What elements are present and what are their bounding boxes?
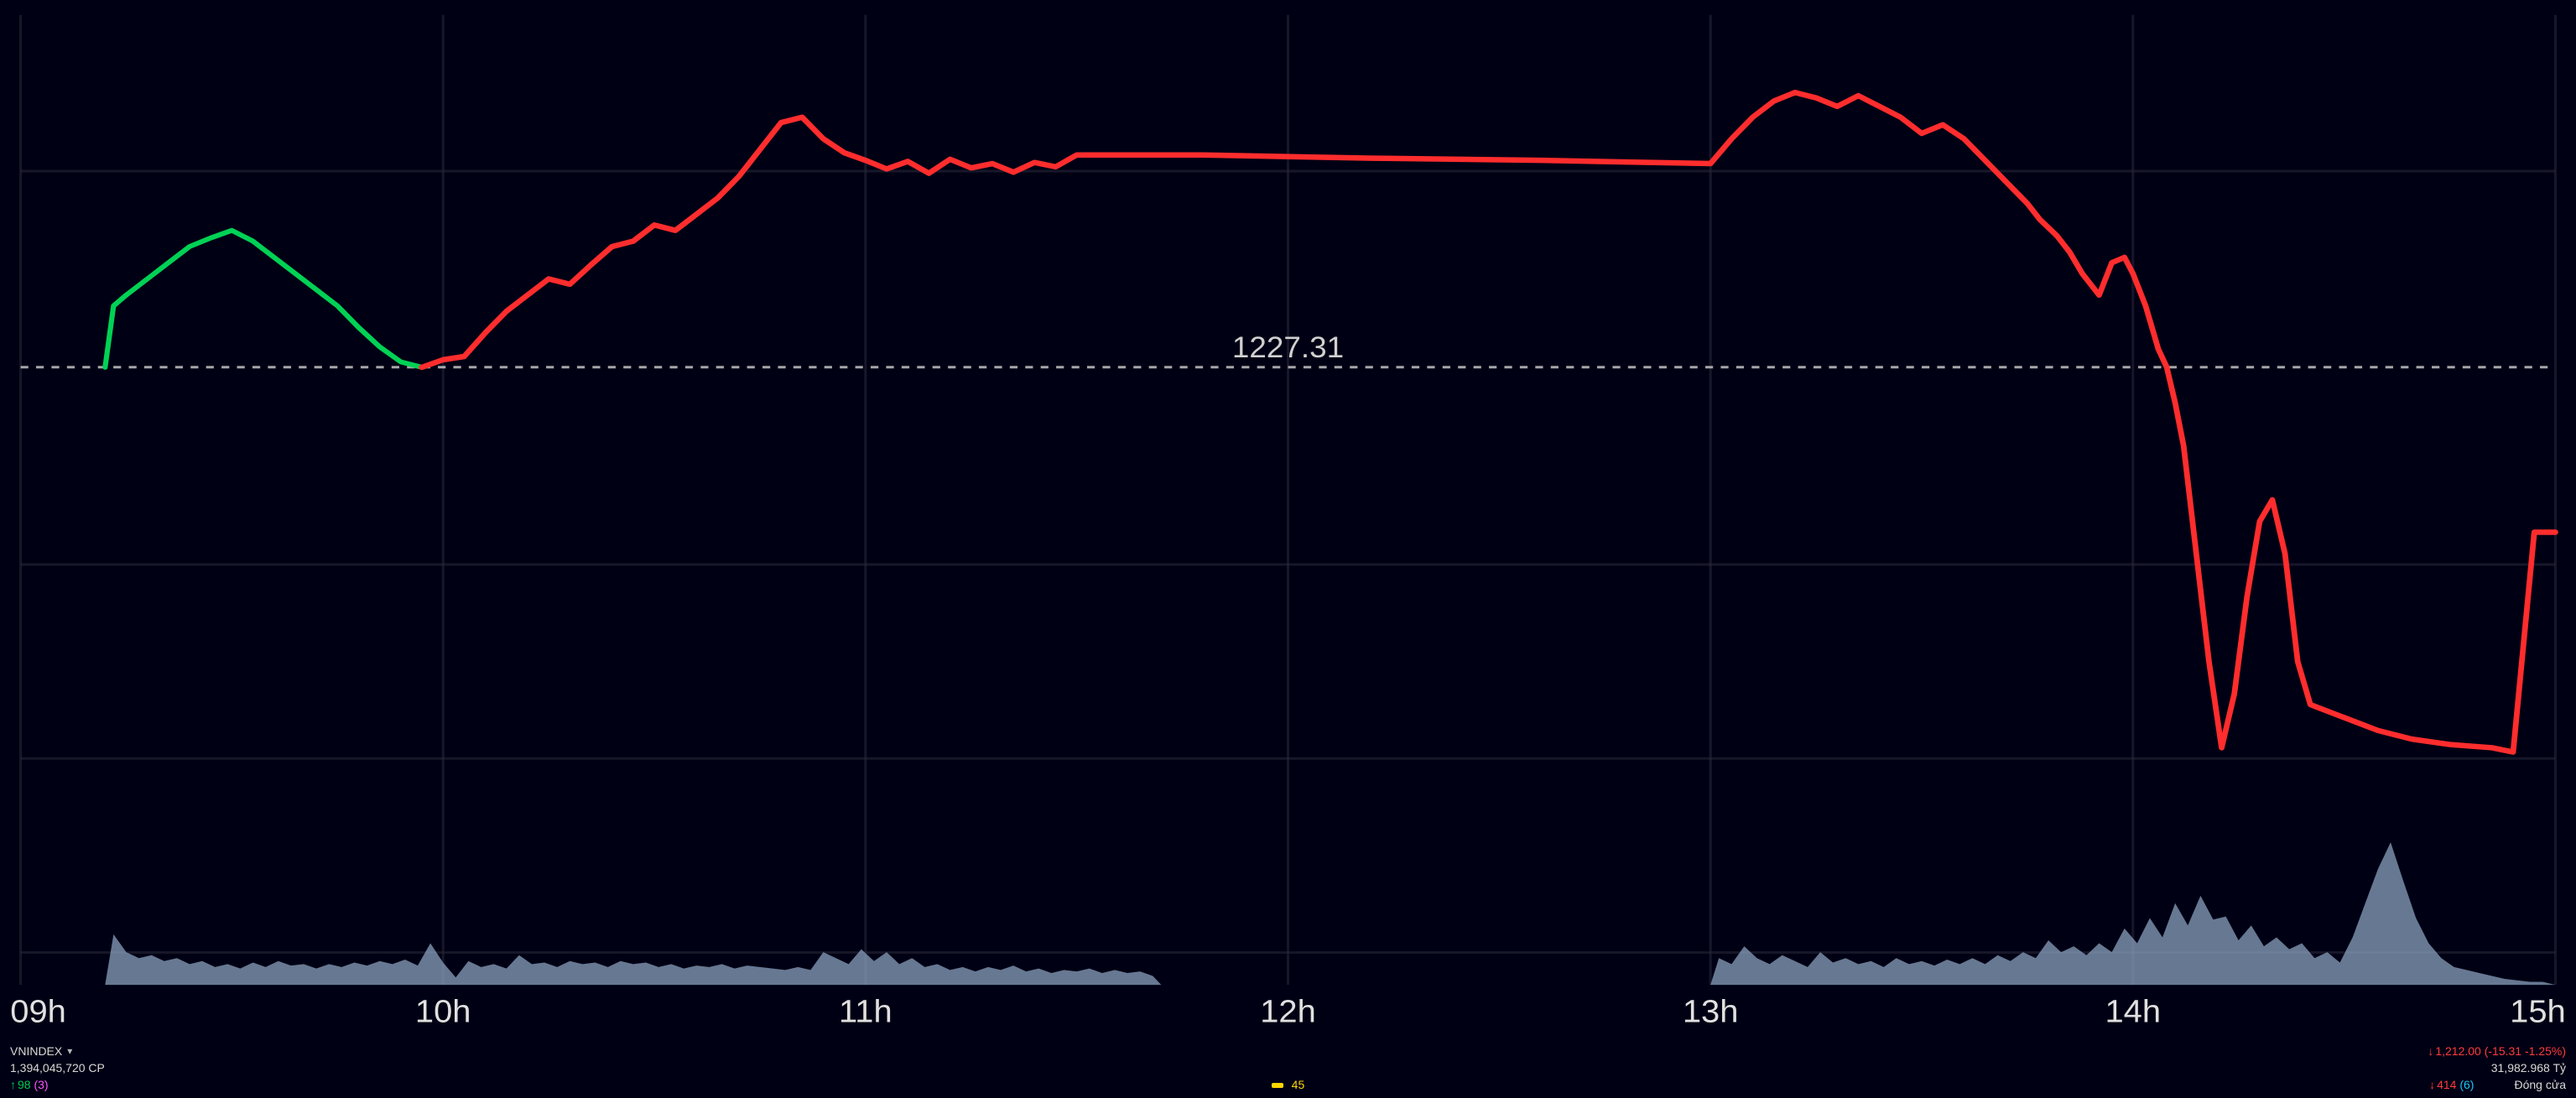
ticker-label: VNINDEX: [10, 1044, 62, 1058]
shares-volume: 1,394,045,720 CP: [10, 1061, 105, 1075]
turnover: 31,982.968 Tỷ: [2491, 1061, 2566, 1075]
breadth-unchanged: 45: [10, 1078, 2566, 1091]
breadth-decliners: ↓ 414 (6): [2429, 1078, 2474, 1091]
ticker-selector[interactable]: VNINDEX ▾: [10, 1044, 72, 1058]
arrow-down-icon: ↓: [2428, 1044, 2433, 1058]
svg-text:12h: 12h: [1260, 994, 1316, 1029]
svg-text:11h: 11h: [839, 994, 892, 1029]
chevron-down-icon: ▾: [67, 1045, 72, 1057]
arrow-up-icon: ↑: [10, 1078, 16, 1091]
svg-text:15h: 15h: [2510, 994, 2566, 1029]
svg-text:14h: 14h: [2105, 994, 2161, 1029]
svg-text:13h: 13h: [1683, 994, 1739, 1029]
svg-text:09h: 09h: [10, 994, 66, 1029]
breadth-advancers: ↑ 98 (3): [10, 1078, 49, 1091]
footer: VNINDEX ▾ ↓1,212.00 (-15.31 -1.25%) 1,39…: [0, 1039, 2576, 1098]
svg-text:1227.31: 1227.31: [1232, 330, 1344, 364]
arrow-down-icon: ↓: [2429, 1078, 2435, 1091]
market-status: Đóng cửa: [2514, 1078, 2566, 1091]
price-change: ↓1,212.00 (-15.31 -1.25%): [2428, 1044, 2566, 1058]
svg-text:10h: 10h: [415, 994, 471, 1029]
chart-area[interactable]: 09h 10h 11h 12h 13h 14h 15h 1227.31: [0, 0, 2576, 1039]
unchanged-pill-icon: [1272, 1083, 1283, 1088]
